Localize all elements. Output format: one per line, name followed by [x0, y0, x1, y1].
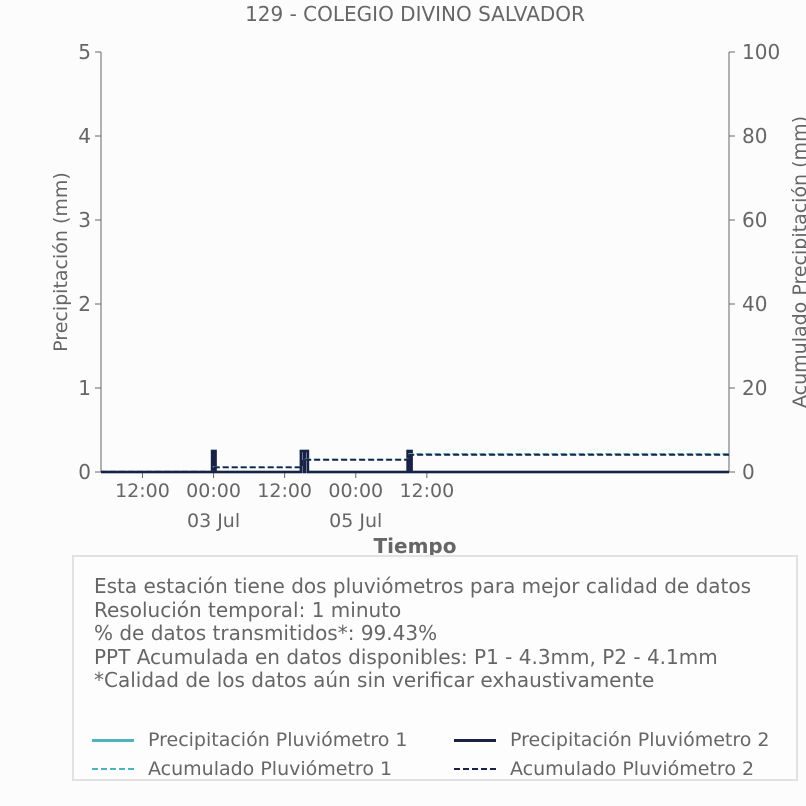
- info-line-dual-gauge: Esta estación tiene dos pluviómetros par…: [94, 574, 752, 598]
- info-line-data-transmitted: % de datos transmitidos*: 99.43%: [94, 621, 438, 645]
- x-tick-sublabel: 05 Jul: [329, 510, 382, 532]
- legend-swatch-precip-p1: [92, 738, 134, 742]
- y-tick-label-right: 60: [742, 208, 767, 232]
- series-line-2: [101, 449, 729, 474]
- legend: Precipitación Pluviómetro 1 Precipitació…: [92, 729, 792, 789]
- x-tick-label: 12:00: [399, 480, 454, 502]
- y-tick-label-right: 40: [742, 292, 767, 316]
- info-line-accumulated: PPT Acumulada en datos disponibles: P1 -…: [94, 644, 718, 669]
- y-tick-label-left: 2: [78, 292, 91, 316]
- info-text: Esta estación tiene dos pluviómetros par…: [94, 574, 752, 693]
- x-tick-label: 12:00: [115, 480, 170, 502]
- x-tick-sublabel: 03 Jul: [187, 510, 240, 532]
- x-tick-label: 00:00: [186, 480, 241, 502]
- y-tick-label-right: 100: [742, 40, 780, 64]
- info-line-quality-note: *Calidad de los datos aún sin verificar …: [94, 668, 655, 692]
- legend-item-accum-p2: Acumulado Pluviómetro 2: [454, 758, 754, 780]
- y-tick-label-right: 0: [742, 460, 755, 484]
- info-line-resolution: Resolución temporal: 1 minuto: [94, 597, 402, 622]
- x-tick-label: 00:00: [328, 480, 383, 502]
- y-axis-label-right: Acumulado Precipitación (mm): [789, 116, 806, 408]
- legend-label: Precipitación Pluviómetro 1: [148, 729, 408, 751]
- legend-swatch-precip-p2: [454, 738, 496, 742]
- legend-label: Acumulado Pluviómetro 2: [510, 758, 755, 780]
- chart: 129 - COLEGIO DIVINO SALVADOR 0 1 2 3 4 5 0 20 4…: [50, 2, 806, 558]
- info-box: Esta estación tiene dos pluviómetros par…: [72, 555, 798, 781]
- series-line-4: [101, 453, 729, 473]
- y-tick-label-right: 80: [742, 124, 767, 148]
- plot-area: [101, 449, 729, 474]
- legend-item-precip-p1: Precipitación Pluviómetro 1: [92, 729, 408, 751]
- chart-title: 129 - COLEGIO DIVINO SALVADOR: [245, 2, 585, 26]
- legend-item-accum-p1: Acumulado Pluviómetro 1: [92, 758, 392, 780]
- legend-swatch-accum-p2: [454, 768, 496, 770]
- legend-label: Acumulado Pluviómetro 1: [148, 758, 393, 780]
- y-tick-label-left: 4: [78, 124, 91, 148]
- y-tick-label-left: 3: [78, 208, 91, 232]
- axes: 0 1 2 3 4 5 0 20 40 60 80 100 12:00 00:00 03 Jul 12:00 0…: [78, 40, 780, 532]
- y-axis-label-left: Precipitación (mm): [50, 172, 72, 352]
- x-tick-label: 12:00: [257, 480, 312, 502]
- y-tick-label-right: 20: [742, 376, 767, 400]
- x-axis-label: Tiempo: [374, 534, 457, 558]
- y-tick-label-left: 0: [78, 460, 91, 484]
- y-tick-label-left: 5: [78, 40, 91, 64]
- series-line-3: [101, 453, 729, 473]
- legend-label: Precipitación Pluviómetro 2: [510, 729, 770, 751]
- legend-swatch-accum-p1: [92, 768, 134, 770]
- y-tick-label-left: 1: [78, 376, 91, 400]
- legend-item-precip-p2: Precipitación Pluviómetro 2: [454, 729, 770, 751]
